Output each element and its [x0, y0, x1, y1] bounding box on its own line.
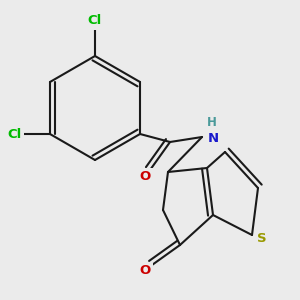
- Text: O: O: [140, 265, 151, 278]
- Text: N: N: [208, 131, 219, 145]
- Text: S: S: [257, 232, 267, 244]
- Text: Cl: Cl: [88, 14, 102, 28]
- Text: Cl: Cl: [8, 128, 22, 140]
- Text: H: H: [207, 116, 217, 130]
- Text: O: O: [140, 170, 151, 184]
